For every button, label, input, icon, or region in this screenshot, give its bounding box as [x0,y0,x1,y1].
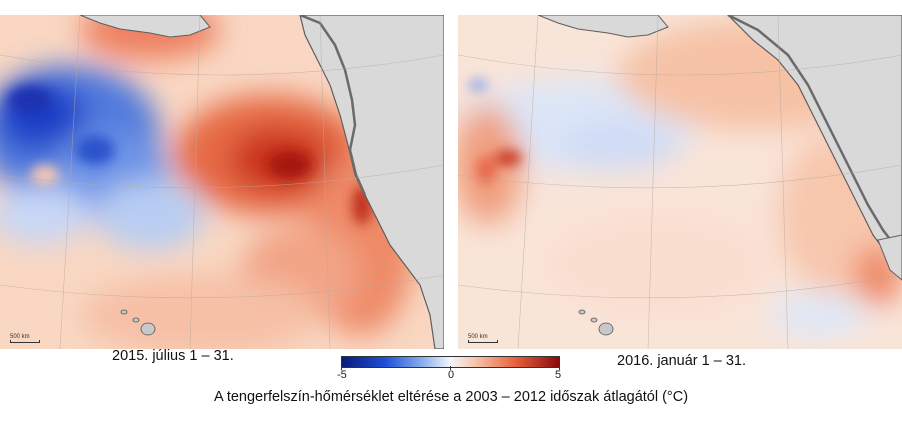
coastline [299,15,367,196]
baja-land [877,234,902,281]
north-america-land [299,15,444,349]
map-panel-july-2015: 500 km [0,15,444,349]
scale-label: 500 km [468,334,488,340]
scale-label: 500 km [10,334,30,340]
north-america-land [727,15,902,266]
legend-zero-label: 0 [448,369,455,381]
graticule [0,15,444,349]
coastline [727,15,899,251]
date-label-july-2015: 2015. július 1 – 31. [112,348,234,364]
scale-bar-right: 500 km [468,334,498,343]
legend-min-label: -5 [337,369,347,381]
map-panel-january-2016: 500 km [458,15,902,349]
tick-mark-min [341,366,342,370]
date-label-january-2016: 2016. január 1 – 31. [617,353,746,369]
legend-caption: A tengerfelszín-hőmérséklet eltérése a 2… [213,389,689,405]
alaska-land [79,15,211,38]
hawaii-islands [578,309,614,336]
legend-max-label: 5 [555,369,562,381]
sst-anomaly-map-january-2016 [458,15,902,349]
scale-bar-left: 500 km [10,334,40,343]
alaska-land [537,15,669,38]
tick-mark-max [559,366,560,370]
graticule [458,15,902,349]
sst-anomaly-map-july-2015 [0,15,444,349]
tick-mark-zero [450,366,451,370]
hawaii-islands [120,309,156,336]
